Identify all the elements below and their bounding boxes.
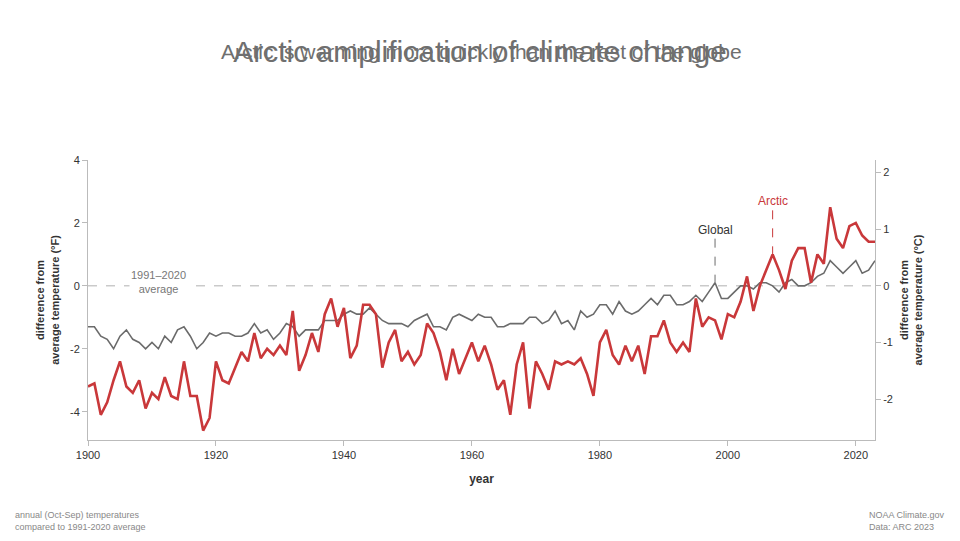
svg-text:-1: -1 <box>883 336 893 348</box>
svg-text:Global: Global <box>698 223 733 237</box>
svg-text:year: year <box>469 472 494 486</box>
svg-text:1980: 1980 <box>588 449 612 461</box>
svg-text:1960: 1960 <box>460 449 484 461</box>
svg-text:difference fromaverage tempera: difference fromaverage temperature (°F) <box>34 235 60 365</box>
svg-text:-2: -2 <box>70 343 80 355</box>
svg-text:0: 0 <box>74 280 80 292</box>
svg-text:2000: 2000 <box>716 449 740 461</box>
svg-text:-4: -4 <box>70 406 80 418</box>
svg-text:annual (Oct-Sep) temperaturesc: annual (Oct-Sep) temperaturescompared to… <box>15 510 146 532</box>
svg-text:Arctic: Arctic <box>758 194 788 208</box>
svg-text:Arctic is warming more quickly: Arctic is warming more quickly than the … <box>221 40 742 63</box>
svg-text:-2: -2 <box>883 393 893 405</box>
svg-text:NOAA Climate.govData: ARC 2023: NOAA Climate.govData: ARC 2023 <box>869 510 945 532</box>
svg-text:2020: 2020 <box>844 449 868 461</box>
svg-text:2: 2 <box>74 217 80 229</box>
svg-text:1900: 1900 <box>76 449 100 461</box>
svg-text:1991–2020average: 1991–2020average <box>131 269 186 295</box>
svg-text:Arctic amplification of climat: Arctic amplification of climate change <box>233 35 727 68</box>
svg-text:0: 0 <box>883 280 889 292</box>
svg-text:1: 1 <box>883 223 889 235</box>
svg-text:difference fromaverage tempera: difference fromaverage temperature (°C) <box>898 234 924 365</box>
svg-text:1940: 1940 <box>332 449 356 461</box>
svg-text:4: 4 <box>74 154 80 166</box>
svg-text:1920: 1920 <box>204 449 228 461</box>
svg-text:2: 2 <box>883 166 889 178</box>
